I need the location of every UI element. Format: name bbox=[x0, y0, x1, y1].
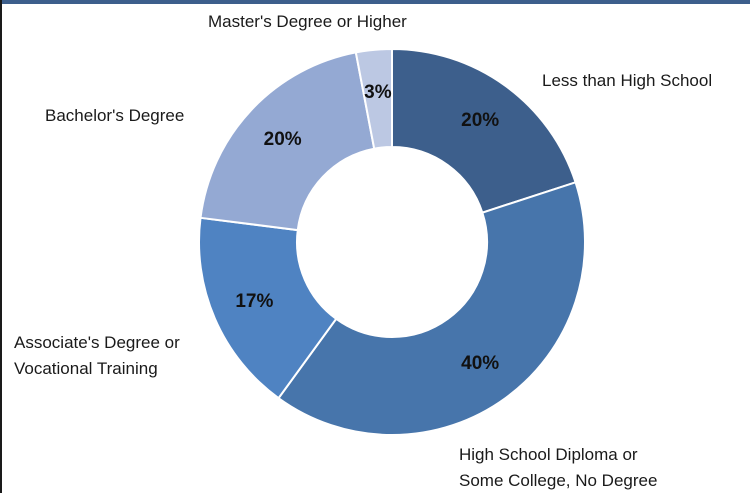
value-label-master-s-degree-or-higher: 3% bbox=[364, 82, 392, 103]
slice-associate-s-degree-or-vocational-training bbox=[198, 216, 338, 400]
slice-master-s-degree-or-higher bbox=[354, 47, 393, 150]
slice-bachelor-s-degree bbox=[199, 51, 376, 232]
slice-high-school-diploma-or-some-college-no-degree bbox=[277, 181, 586, 436]
label-high-school-diploma: High School Diploma or Some College, No … bbox=[459, 445, 658, 490]
label-bachelors-degree: Bachelor's Degree bbox=[45, 106, 185, 125]
value-label-less-than-high-school: 20% bbox=[461, 110, 499, 131]
value-label-associate-s-degree-or-vocational-training: 17% bbox=[235, 291, 273, 312]
value-label-high-school-diploma-or-some-college-no-degree: 40% bbox=[461, 353, 499, 374]
top-rule bbox=[2, 0, 750, 4]
label-less-than-high-school: Less than High School bbox=[542, 71, 713, 90]
label-associates-degree: Associate's Degree or Vocational Trainin… bbox=[14, 333, 180, 378]
label-masters-degree: Master's Degree or Higher bbox=[208, 12, 407, 31]
value-label-bachelor-s-degree: 20% bbox=[264, 129, 302, 150]
slice-less-than-high-school bbox=[391, 47, 577, 214]
